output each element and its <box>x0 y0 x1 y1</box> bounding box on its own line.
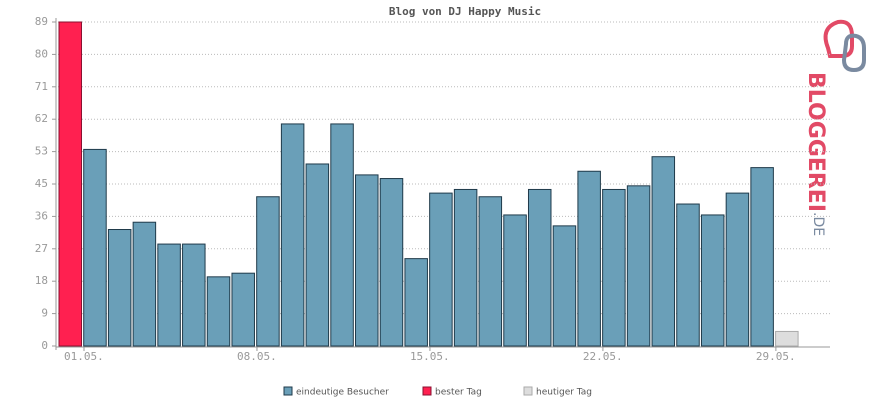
x-tick-label: 15.05. <box>410 350 450 363</box>
bar <box>355 174 379 347</box>
bar <box>700 214 725 347</box>
legend-swatch <box>283 386 293 396</box>
legend-swatch <box>422 386 432 396</box>
bar <box>626 185 651 347</box>
y-tick-label: 18 <box>35 274 48 287</box>
bar <box>725 192 750 347</box>
chart-title: Blog von DJ Happy Music <box>389 5 541 18</box>
bar <box>206 276 231 347</box>
bar <box>182 243 206 347</box>
logo-icon <box>841 33 866 73</box>
bar <box>527 188 552 347</box>
bar <box>602 188 626 347</box>
x-tick-label: 08.05. <box>237 350 277 363</box>
logo-text: BLOGGEREI.DE <box>803 72 828 236</box>
legend-label: bester Tag <box>435 388 482 398</box>
legend-label: eindeutige Besucher <box>296 388 389 398</box>
logo-suffix: .DE <box>810 212 826 236</box>
y-tick-label: 9 <box>41 307 48 320</box>
bar <box>478 196 503 347</box>
bar <box>651 156 676 347</box>
bar <box>775 330 799 347</box>
y-tick-label: 45 <box>35 177 48 190</box>
bar <box>157 243 181 347</box>
legend-label: heutiger Tag <box>536 388 592 398</box>
bar <box>256 196 280 347</box>
x-tick-label: 01.05. <box>64 350 104 363</box>
bar <box>58 21 82 347</box>
bar <box>107 229 132 347</box>
bar <box>330 123 354 347</box>
logo-icon <box>823 19 854 58</box>
bar <box>676 203 700 347</box>
bar <box>429 192 453 347</box>
y-tick-label: 0 <box>41 339 48 352</box>
bar <box>280 123 305 347</box>
legend-swatch <box>523 386 533 396</box>
bar <box>83 148 107 347</box>
bar <box>305 163 330 347</box>
bar <box>552 225 577 347</box>
bar <box>132 221 157 347</box>
logo: BLOGGEREI.DE <box>803 19 866 236</box>
bar <box>404 258 428 347</box>
bar <box>379 178 404 347</box>
bar <box>750 167 774 347</box>
logo-name: BLOGGEREI <box>803 72 828 212</box>
y-tick-label: 80 <box>35 47 48 60</box>
y-tick-label: 62 <box>35 112 48 125</box>
y-tick-label: 71 <box>35 80 48 93</box>
bar <box>231 272 255 347</box>
y-tick-label: 27 <box>35 242 48 255</box>
bar <box>453 188 478 347</box>
y-tick-label: 53 <box>35 145 48 158</box>
bar <box>503 214 527 347</box>
bar <box>577 170 601 347</box>
y-tick-label: 36 <box>35 209 48 222</box>
x-tick-label: 22.05. <box>583 350 623 363</box>
x-tick-label: 29.05. <box>756 350 796 363</box>
y-tick-label: 89 <box>35 15 48 28</box>
